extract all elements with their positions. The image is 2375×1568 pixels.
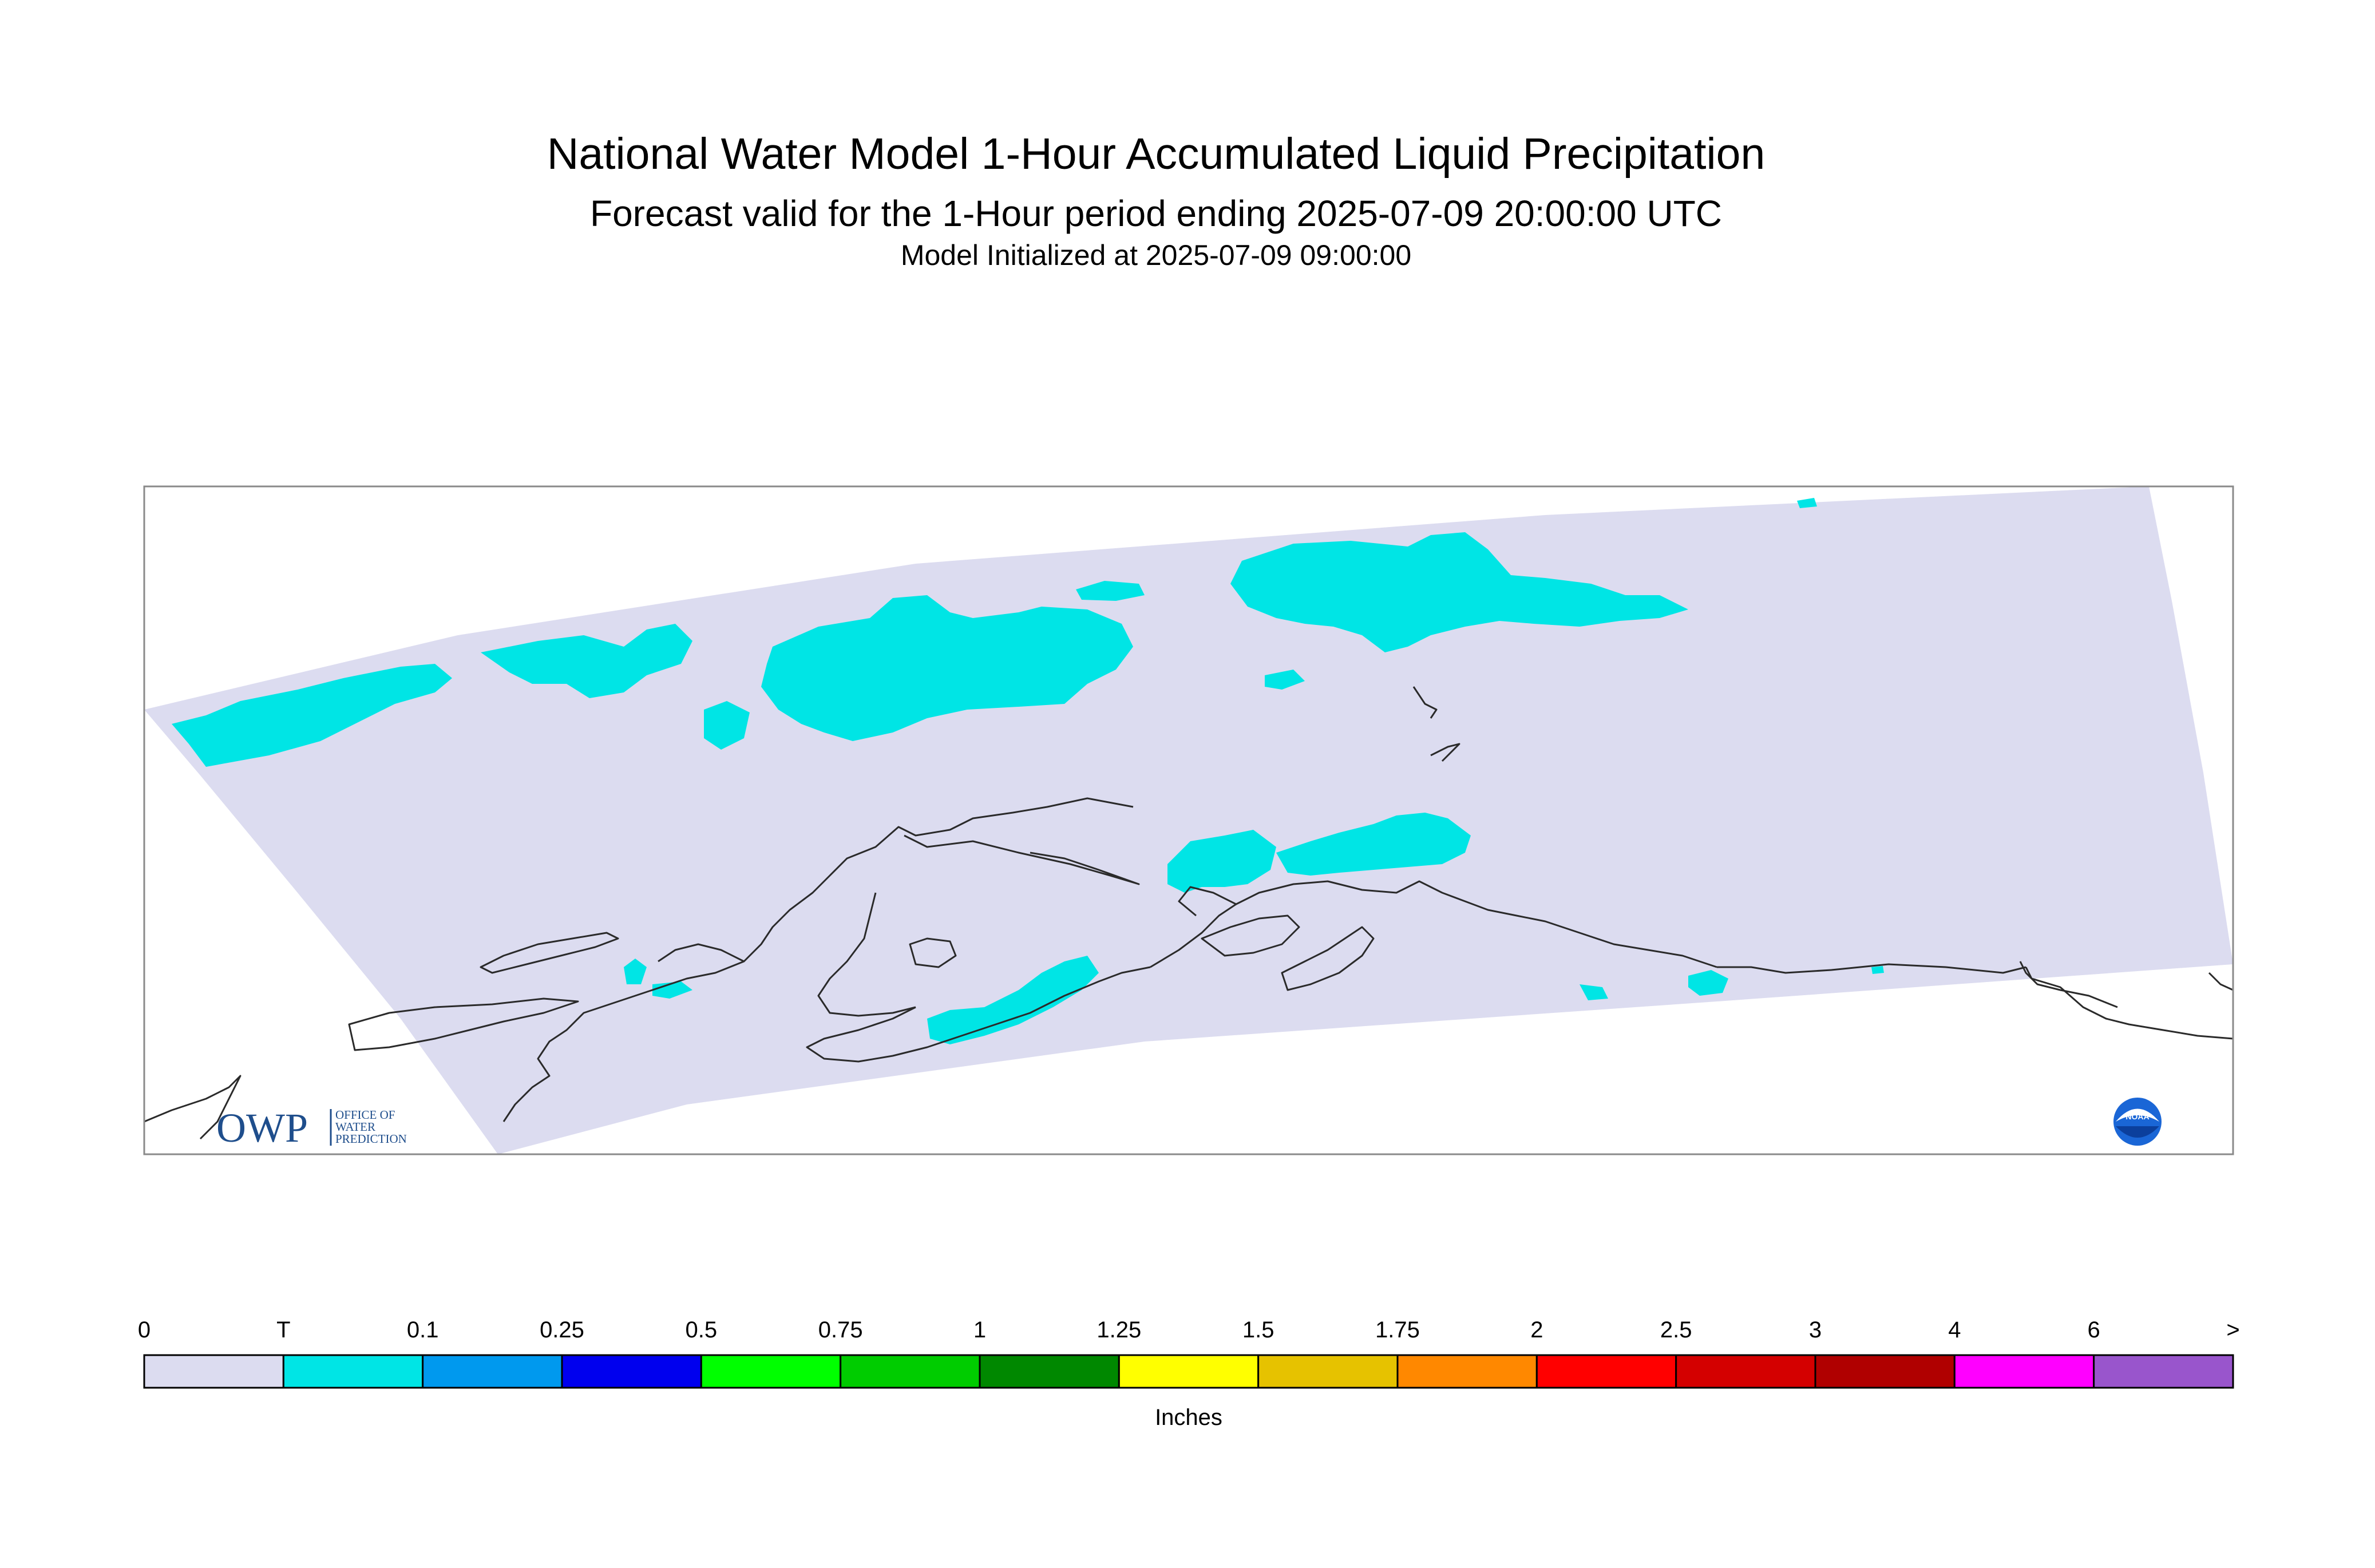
owp-logo: OWP OFFICE OF WATER PREDICTION: [216, 1105, 407, 1151]
coastline-kodiak: [1281, 926, 1375, 991]
border-canada: [2025, 967, 2233, 1040]
precip-area-bristol: [624, 959, 647, 984]
precip-area-panhandle: [1688, 970, 1728, 996]
coastline-canada-east: [2208, 972, 2233, 991]
precip-area-brooks: [1076, 581, 1145, 601]
coastline-st-lawrence: [480, 932, 619, 974]
legend-tick-label-1: T: [276, 1317, 290, 1343]
coastline-mainland-west: [502, 797, 1134, 1122]
legend-swatch-3: [561, 1354, 702, 1389]
legend-unit-label: Inches: [1155, 1405, 1222, 1430]
legend-tick-label-6: 1: [973, 1317, 986, 1343]
precip-area-small-1: [1265, 670, 1305, 690]
precip-area-north-slope-patch: [704, 701, 750, 750]
model-init-text: Model Initialized at 2025-07-09 09:00:00: [901, 239, 1411, 271]
legend-tick-label-5: 0.75: [818, 1317, 863, 1343]
legend-swatch-4: [700, 1354, 842, 1389]
legend-tick-label-12: 3: [1809, 1317, 1822, 1343]
noaa-logo-text: NOAA: [2125, 1112, 2149, 1121]
coastline-arctic-inlet-1: [1412, 686, 1438, 719]
owp-logo-text-3: PREDICTION: [335, 1132, 407, 1146]
coastline-kenai: [1201, 914, 1300, 957]
precip-area-small-2: [1797, 498, 1817, 508]
color-legend: 0 T 0.1 0.25 0.5 0.75 1 1.25 1.5 1.75 2 2.5 3 4 6 > Inc…: [138, 1317, 2240, 1430]
legend-tick-label-15: >: [2226, 1317, 2239, 1343]
map-frame: [143, 485, 2234, 1155]
legend-tick-label-10: 2: [1530, 1317, 1543, 1343]
coastline-chukotka: [144, 1075, 242, 1140]
legend-tick-label-7: 1.25: [1097, 1317, 1141, 1343]
legend-swatch-0: [143, 1354, 284, 1389]
owp-logo-text-2: WATER: [335, 1120, 375, 1134]
coastline-siberia-south: [348, 997, 579, 1051]
precip-area-alaska-peninsula: [927, 956, 1099, 1044]
coastline-gulf: [1717, 963, 2026, 974]
legend-swatch-13: [1953, 1354, 2095, 1389]
legend-tick-label-3: 0.25: [540, 1317, 584, 1343]
precip-areas: [172, 498, 1884, 1044]
owp-logo-text-1: OFFICE OF: [335, 1108, 395, 1122]
coastline-arctic-inlet-2: [1430, 743, 1460, 762]
precip-area-panhandle-2: [1580, 984, 1608, 1000]
precip-area-southcentral-west: [1167, 830, 1276, 893]
legend-tick-label-13: 4: [1948, 1317, 1961, 1343]
legend-tick-label-4: 0.5: [686, 1317, 718, 1343]
coastline-yukon: [2019, 961, 2118, 1008]
domain-right-edge-mask: [2149, 486, 2233, 964]
legend-tick-label-9: 1.75: [1375, 1317, 1420, 1343]
legend-tick-label-0: 0: [138, 1317, 151, 1343]
legend-swatch-10: [1535, 1354, 1677, 1389]
precip-area-southcentral-east: [1276, 813, 1471, 876]
legend-swatch-12: [1814, 1354, 1956, 1389]
legend-swatch-5: [840, 1354, 981, 1389]
precip-area-northeast: [1230, 532, 1688, 652]
legend-swatch-8: [1257, 1354, 1399, 1389]
legend-swatch-6: [979, 1354, 1120, 1389]
precip-area-bristol-2: [652, 981, 692, 999]
noaa-logo: NOAA: [2113, 1098, 2162, 1146]
legend-swatch-1: [282, 1354, 424, 1389]
precip-area-nw-coast: [172, 664, 452, 767]
legend-tick-label-14: 6: [2088, 1317, 2100, 1343]
legend-swatch-14: [2093, 1354, 2234, 1389]
legend-swatch-9: [1396, 1354, 1538, 1389]
legend-swatch-2: [422, 1354, 563, 1389]
noaa-logo-outer: [2113, 1098, 2162, 1146]
coastline-nunivak: [909, 937, 957, 968]
coastline-peninsula: [806, 966, 1151, 1063]
precip-area-panhandle-3: [1871, 966, 1884, 974]
legend-swatch-11: [1675, 1354, 1816, 1389]
precip-area-north-slope-west: [481, 624, 692, 698]
legend-swatch-7: [1118, 1354, 1260, 1389]
map-panel: OWP OFFICE OF WATER PREDICTION NOAA: [143, 485, 2234, 1155]
figure-title: National Water Model 1-Hour Accumulated …: [547, 129, 1766, 179]
coastlines: [144, 686, 2233, 1140]
precip-area-north-slope-central: [761, 595, 1133, 741]
coastline-yukon-bay: [658, 943, 745, 963]
coastline-bristol-bay: [817, 892, 916, 1017]
legend-tick-label-2: 0.1: [407, 1317, 439, 1343]
coastline-prince-william: [1236, 880, 1717, 968]
coastline-norton-sound: [904, 834, 1140, 885]
legend-tick-label-11: 2.5: [1660, 1317, 1692, 1343]
noaa-logo-bird: [2116, 1108, 2159, 1122]
noaa-logo-wave: [2116, 1126, 2159, 1138]
owp-logo-mark: OWP: [216, 1105, 308, 1151]
figure-subtitle: Forecast valid for the 1-Hour period end…: [590, 193, 1722, 234]
legend-tick-label-8: 1.5: [1242, 1317, 1274, 1343]
